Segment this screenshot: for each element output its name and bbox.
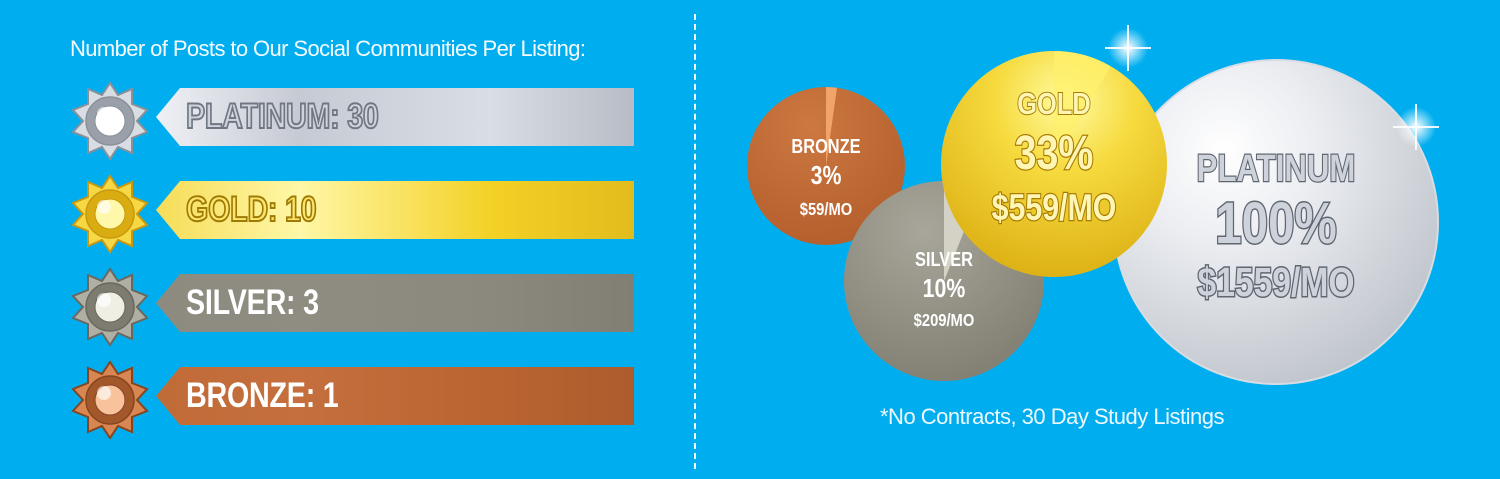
bronze-percent-slice <box>826 87 837 166</box>
bronze-price-label: $59/MO <box>800 200 853 220</box>
platinum-price-label: $1559/MO <box>1198 259 1355 305</box>
gold-medal-icon <box>71 174 149 254</box>
bronze-percent-label: 3% <box>811 161 842 191</box>
medal-shine <box>97 107 111 121</box>
medal-shine <box>97 386 111 400</box>
silver-ribbon <box>156 274 634 332</box>
tier-row-gold: GOLD: 10 <box>68 174 634 254</box>
bronze-medal-icon <box>71 360 149 440</box>
gold-ribbon <box>156 181 634 239</box>
gold-percent-slice <box>1054 51 1111 164</box>
silver-price-label: $209/MO <box>914 311 975 331</box>
gold-percent-label: 33% <box>1015 126 1094 180</box>
bronze-ribbon <box>156 367 634 425</box>
tier-row-bronze: BRONZE: 1 <box>68 360 634 440</box>
tier-row-silver: SILVER: 3 <box>68 267 634 347</box>
silver-medal-icon <box>71 267 149 347</box>
gold-posts-label: GOLD: 10 <box>185 189 317 230</box>
silver-title-label: SILVER <box>915 247 973 270</box>
silver-posts-label: SILVER: 3 <box>186 283 319 322</box>
bronze-posts-label: BRONZE: 1 <box>186 376 339 415</box>
gold-title-label: GOLD <box>1017 87 1090 122</box>
medal-shine <box>97 200 111 214</box>
footer-note: *No Contracts, 30 Day Study Listings <box>880 404 1224 429</box>
bronze-bubble: BRONZE 3% $59/MO <box>747 87 905 245</box>
tier-row-platinum: PLATINUM: 30 <box>68 81 634 161</box>
sparkle-1 <box>1105 25 1151 71</box>
gold-price-label: $559/MO <box>992 187 1117 229</box>
medal-shine <box>97 293 111 307</box>
platinum-title-label: PLATINUM <box>1197 148 1356 190</box>
platinum-medal-icon <box>71 81 149 161</box>
platinum-ribbon <box>156 88 634 146</box>
posts-heading: Number of Posts to Our Social Communitie… <box>70 36 586 61</box>
platinum-posts-label: PLATINUM: 30 <box>185 96 380 137</box>
platinum-percent-label: 100% <box>1215 192 1337 257</box>
silver-percent-label: 10% <box>923 274 966 304</box>
bronze-title-label: BRONZE <box>791 134 860 157</box>
sparkle-2 <box>1393 104 1439 150</box>
gold-bubble: GOLD 33% $559/MO <box>941 51 1167 277</box>
section-divider <box>694 14 696 469</box>
